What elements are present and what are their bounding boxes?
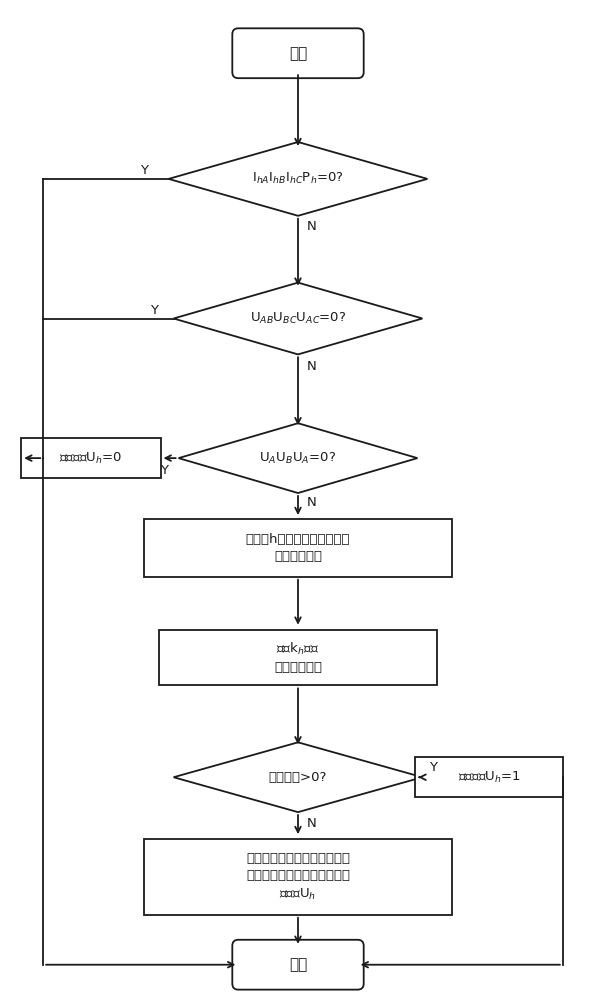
Text: U$_A$U$_B$U$_A$=0?: U$_A$U$_B$U$_A$=0? [260,451,337,466]
Text: 开始: 开始 [289,46,307,61]
Bar [159,630,438,685]
FancyBboxPatch shape [232,28,364,78]
Text: Y: Y [159,464,168,477]
Polygon shape [168,142,427,216]
Text: N: N [307,817,317,830]
Text: U$_{AB}$U$_{BC}$U$_{AC}$=0?: U$_{AB}$U$_{BC}$U$_{AC}$=0? [250,311,346,326]
Bar [416,757,563,797]
Bar [21,438,161,478]
Text: Y: Y [150,304,158,317]
Text: 计算第h路当前数据与历史数
据间欧式距离: 计算第h路当前数据与历史数 据间欧式距离 [246,533,350,563]
Text: 融合参数U$_h$=1: 融合参数U$_h$=1 [457,770,521,785]
Text: N: N [307,360,317,373]
Text: 结束: 结束 [289,957,307,972]
FancyBboxPatch shape [232,940,364,990]
Text: 根据功率偏移，利用逆变器运
行状态转移的获得概率分布融
合参数U$_h$: 根据功率偏移，利用逆变器运 行状态转移的获得概率分布融 合参数U$_h$ [246,852,350,902]
Bar [144,519,453,577]
Polygon shape [174,283,423,354]
Polygon shape [174,742,423,812]
Text: I$_{hA}$I$_{hB}$I$_{hC}$P$_h$=0?: I$_{hA}$I$_{hB}$I$_{hC}$P$_h$=0? [252,171,344,186]
Text: 确定k$_h$时刻
计算功率偏移: 确定k$_h$时刻 计算功率偏移 [274,641,322,674]
Text: 功率偏移>0?: 功率偏移>0? [269,771,327,784]
Text: N: N [307,496,317,509]
Polygon shape [179,423,417,493]
Text: N: N [307,220,317,233]
Text: Y: Y [429,761,438,774]
Text: 融合参数U$_h$=0: 融合参数U$_h$=0 [59,451,122,466]
Bar [144,839,453,915]
Text: Y: Y [140,164,147,177]
